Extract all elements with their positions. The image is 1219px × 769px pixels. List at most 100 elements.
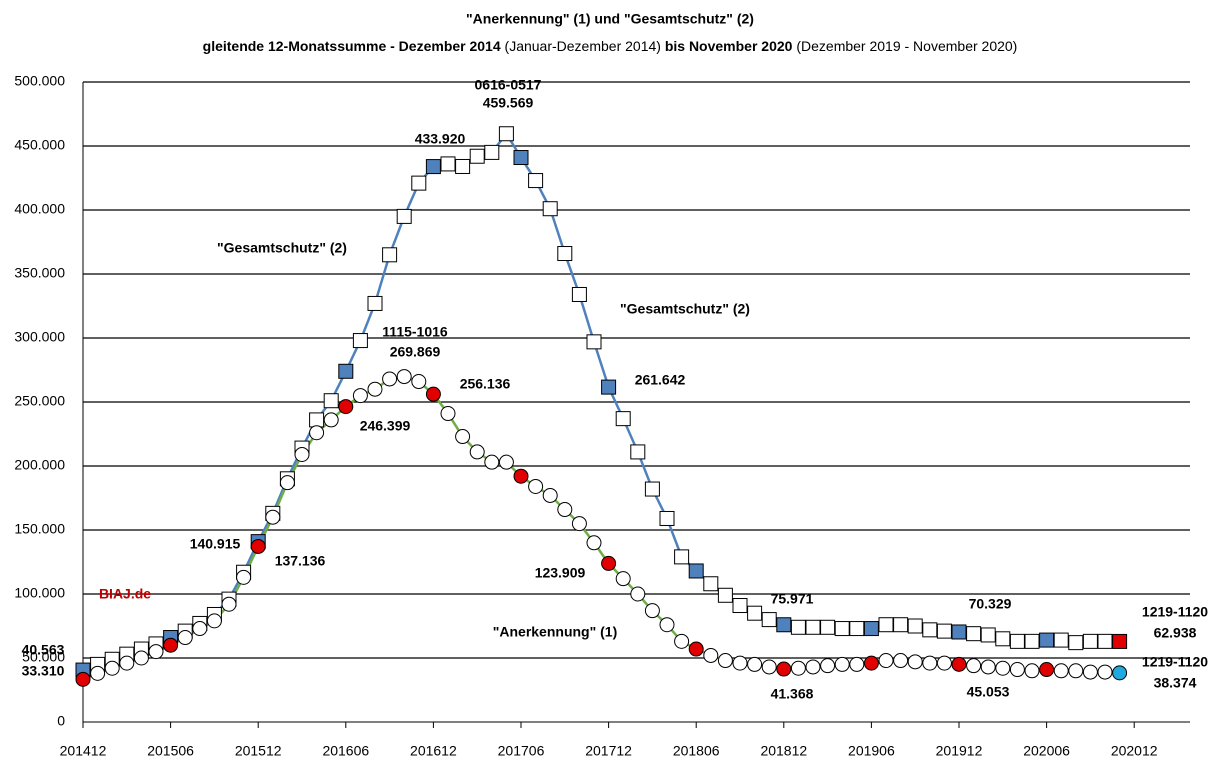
marker (75, 671, 91, 687)
marker (119, 655, 135, 671)
marker (1097, 664, 1113, 680)
marker (133, 650, 149, 666)
marker (221, 596, 237, 612)
marker (236, 569, 252, 585)
marker (309, 412, 325, 428)
value-label: 41.368 (771, 686, 814, 702)
marker (834, 621, 850, 637)
marker (425, 386, 441, 402)
y-tick-label: 450.000 (14, 137, 65, 153)
y-tick-label: 400.000 (14, 201, 65, 217)
annotation: 1219-1120 (1142, 654, 1208, 670)
marker (1053, 632, 1069, 648)
marker (192, 621, 208, 637)
marker (484, 144, 500, 160)
marker (1009, 633, 1025, 649)
marker (834, 656, 850, 672)
marker (688, 641, 704, 657)
marker (323, 393, 339, 409)
marker (367, 381, 383, 397)
marker (630, 586, 646, 602)
marker (849, 656, 865, 672)
marker (630, 444, 646, 460)
value-label: 123.909 (535, 565, 586, 581)
marker (542, 487, 558, 503)
marker (148, 644, 164, 660)
marker (177, 630, 193, 646)
marker (922, 622, 938, 638)
subtitle-part: gleitende 12-Monatssumme - Dezember 2014 (203, 38, 505, 54)
marker (966, 626, 982, 642)
marker (747, 656, 763, 672)
value-label: 75.971 (771, 591, 814, 607)
marker (659, 510, 675, 526)
marker (382, 371, 398, 387)
marker (980, 659, 996, 675)
annotation: BIAJ.de (99, 586, 151, 602)
marker (1009, 662, 1025, 678)
y-tick-label: 150.000 (14, 521, 65, 537)
marker (644, 481, 660, 497)
marker (440, 156, 456, 172)
y-tick-label: 300.000 (14, 329, 65, 345)
marker (761, 659, 777, 675)
marker (1039, 632, 1055, 648)
value-label: 140.915 (190, 536, 241, 552)
marker (893, 617, 909, 633)
marker (279, 475, 295, 491)
marker (1068, 635, 1084, 651)
marker (1039, 662, 1055, 678)
marker (455, 429, 471, 445)
marker (951, 624, 967, 640)
annotation: 0616-0517 (475, 77, 542, 93)
marker (615, 411, 631, 427)
marker (455, 158, 471, 174)
marker (644, 603, 660, 619)
x-tick-label: 201806 (673, 743, 720, 759)
marker (747, 605, 763, 621)
marker (250, 538, 266, 554)
marker (849, 621, 865, 637)
marker (323, 412, 339, 428)
value-label: 137.136 (275, 553, 326, 569)
marker (469, 148, 485, 164)
marker (104, 660, 120, 676)
value-label: 256.136 (460, 376, 511, 392)
marker (338, 363, 354, 379)
marker (206, 613, 222, 629)
marker (1053, 663, 1069, 679)
chart-title: "Anerkennung" (1) und "Gesamtschutz" (2) (466, 11, 754, 27)
value-label: 261.642 (635, 372, 686, 388)
marker (922, 655, 938, 671)
marker (936, 655, 952, 671)
marker (1112, 665, 1128, 681)
marker (980, 627, 996, 643)
marker (586, 334, 602, 350)
marker (995, 631, 1011, 647)
chart-subtitle: gleitende 12-Monatssumme - Dezember 2014… (203, 38, 1018, 54)
marker (1097, 633, 1113, 649)
marker (1082, 664, 1098, 680)
marker (382, 247, 398, 263)
value-label: 33.310 (22, 663, 65, 679)
marker (878, 653, 894, 669)
y-tick-label: 50.000 (22, 649, 65, 665)
marker (717, 587, 733, 603)
annotation: "Gesamtschutz" (2) (620, 301, 750, 317)
marker (688, 563, 704, 579)
x-tick-label: 201512 (235, 743, 282, 759)
marker (367, 295, 383, 311)
marker (571, 516, 587, 532)
x-tick-label: 201612 (410, 743, 457, 759)
value-label: 70.329 (969, 596, 1012, 612)
marker (907, 618, 923, 634)
marker (498, 454, 514, 470)
marker (893, 653, 909, 669)
marker (294, 446, 310, 462)
marker (717, 653, 733, 669)
annotation: 1219-1120 (1142, 604, 1208, 620)
y-tick-label: 200.000 (14, 457, 65, 473)
marker (790, 660, 806, 676)
marker (352, 333, 368, 349)
x-tick-label: 201606 (322, 743, 369, 759)
